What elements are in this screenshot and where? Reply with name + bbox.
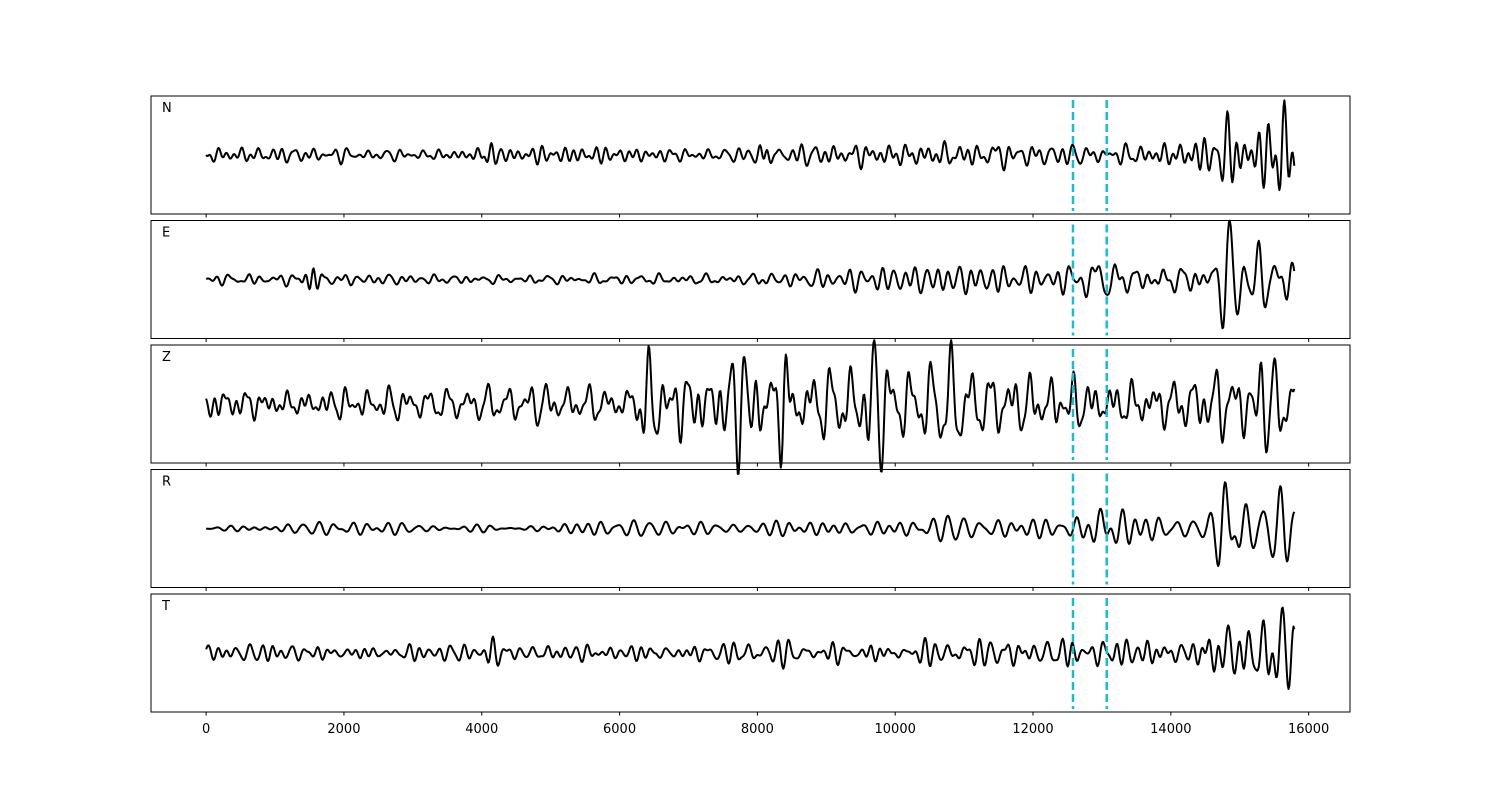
channel-label: N (162, 101, 172, 116)
waveform-trace-t (205, 606, 1296, 690)
panel-frame (150, 469, 1351, 588)
waveform-trace-z (205, 339, 1296, 475)
x-tick-label: 16000 (1288, 722, 1329, 737)
panel-frame (150, 593, 1351, 713)
channel-label: R (162, 475, 171, 490)
panel-e: E (150, 219, 1351, 342)
x-axis: 0 2000 4000 6000 8000 10000 12000 14000 16000 (202, 722, 1329, 737)
channel-label: T (161, 599, 170, 614)
x-tick-label: 12000 (1012, 722, 1053, 737)
waveform-trace-n (205, 99, 1296, 192)
channel-label: E (162, 226, 170, 241)
panel-frame (150, 220, 1351, 339)
panel-r: R (150, 469, 1351, 591)
panel-z: Z (150, 339, 1351, 475)
panel-t: T (150, 593, 1351, 716)
x-tick-label: 0 (202, 722, 210, 737)
panel-frame (150, 344, 1351, 464)
x-tick-label: 2000 (327, 722, 360, 737)
x-tick-label: 6000 (603, 722, 636, 737)
x-tick-label: 14000 (1150, 722, 1191, 737)
panels: N E Z R T (150, 95, 1351, 716)
x-tick-label: 4000 (465, 722, 498, 737)
x-tick-label: 10000 (875, 722, 916, 737)
panel-frame (150, 95, 1351, 215)
channel-label: Z (162, 350, 171, 365)
waveform-trace-r (205, 481, 1296, 567)
x-tick-label: 8000 (741, 722, 774, 737)
panel-n: N (150, 95, 1351, 218)
waveform-trace-e (205, 219, 1296, 330)
